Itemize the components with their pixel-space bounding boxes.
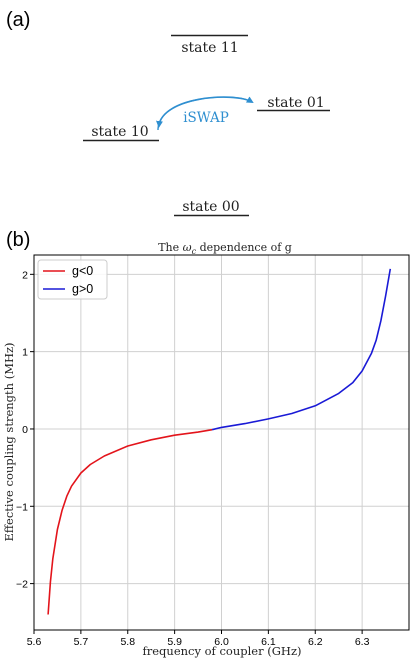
state-10-label: state 10 — [91, 124, 148, 140]
series-line-g-pos — [211, 268, 392, 431]
panel-a-label: (a) — [6, 9, 30, 31]
chart-title-suffix: dependence of g — [196, 241, 292, 254]
state-01-label: state 01 — [267, 95, 324, 111]
axis-ticks: 5.6 5.7 5.8 5.9 6.0 6.1 6.2 6.3 −2 −1 0 1 2 — [16, 269, 370, 648]
state-11: state 11 — [171, 34, 248, 56]
x-axis-label: frequency of coupler (GHz) — [143, 644, 302, 658]
state-00: state 00 — [174, 199, 249, 217]
chart-title-symbol: ω — [183, 241, 192, 254]
series-line-g-neg — [47, 428, 213, 615]
x-tick-label: 5.8 — [120, 636, 135, 648]
legend-label-g-neg: g<0 — [72, 264, 93, 278]
y-tick-label: 0 — [22, 424, 28, 436]
iswap-transition: iSWAP — [156, 96, 254, 131]
panel-a: (a) state 11 state 01 state 10 iSWAP sta… — [6, 9, 330, 217]
panel-b: (b) The ωc dependence of g 5.6 5.7 5.8 5.9 6… — [2, 229, 410, 658]
chart-title-prefix: The — [158, 241, 182, 254]
x-tick-label: 6.3 — [355, 636, 370, 648]
chart-title-subscript: c — [192, 247, 197, 256]
chart-title: The ωc dependence of g — [158, 241, 292, 256]
state-10: state 10 — [83, 124, 159, 142]
y-tick-label: 2 — [22, 269, 28, 281]
x-tick-label: 5.6 — [27, 636, 42, 648]
x-tick-label: 5.7 — [74, 636, 89, 648]
y-axis-label: Effective coupling strength (MHz) — [2, 342, 16, 541]
state-00-label: state 00 — [182, 199, 239, 215]
state-01: state 01 — [257, 95, 330, 112]
x-tick-label: 5.9 — [167, 636, 182, 648]
state-11-label: state 11 — [181, 40, 238, 56]
x-tick-label: 6.0 — [214, 636, 229, 648]
legend-label-g-pos: g>0 — [72, 282, 93, 296]
series-lines — [47, 268, 392, 615]
iswap-arrow-to-10 — [156, 96, 251, 128]
y-tick-label: −2 — [16, 579, 28, 591]
grid — [33, 255, 409, 630]
x-tick-label: 6.2 — [308, 636, 323, 648]
y-tick-label: 1 — [22, 347, 28, 359]
legend: g<0 g>0 — [37, 259, 108, 300]
x-tick-label: 6.1 — [261, 636, 276, 648]
panel-b-label: (b) — [6, 229, 30, 251]
y-tick-label: −1 — [16, 501, 28, 513]
iswap-label: iSWAP — [183, 110, 229, 126]
